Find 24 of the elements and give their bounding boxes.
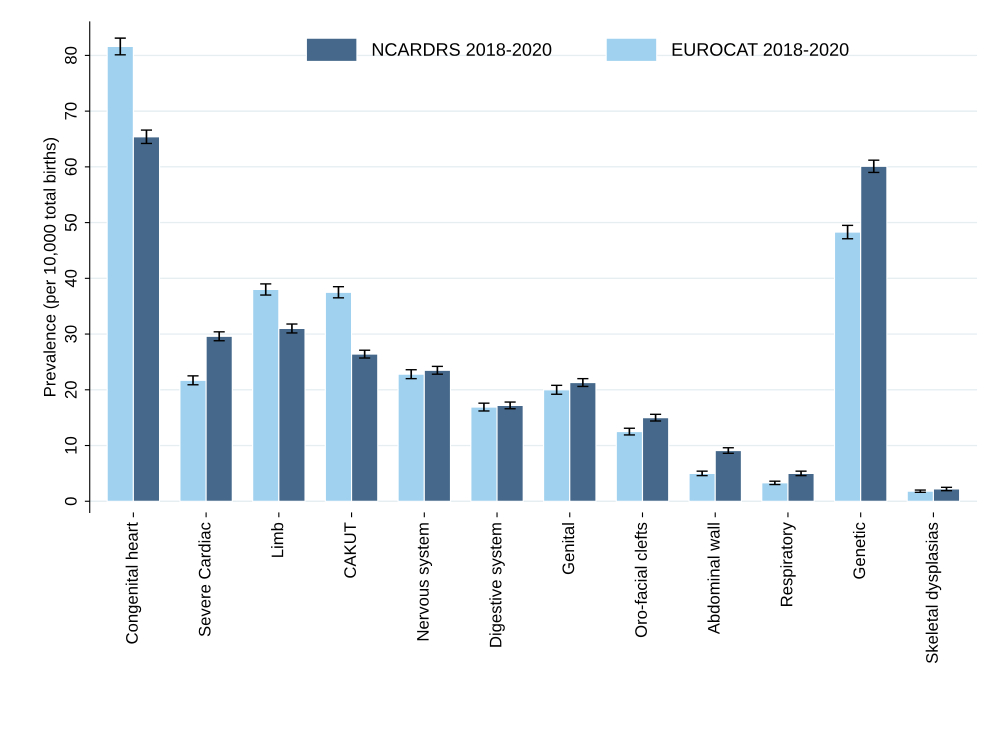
legend-label: EUROCAT 2018-2020 (672, 43, 848, 56)
x-tick-label: Genetic (852, 522, 866, 579)
x-tick-label: CAKUT (344, 522, 356, 578)
x-tick-label: Oro-facial clefts (634, 522, 647, 638)
x-tick-label: Skeletal dysplasias (926, 522, 942, 664)
y-tick-label: 50 (64, 214, 77, 232)
y-tick-label: 60 (64, 158, 77, 176)
y-tick-label: 30 (64, 325, 77, 343)
y-tick-label: 70 (64, 102, 77, 120)
y-tick-label: 20 (64, 381, 77, 398)
y-tick-label: 0 (64, 497, 77, 506)
x-tick-label: Digestive system (489, 523, 505, 647)
legend-label: NCARDRS 2018-2020 (372, 43, 552, 56)
y-tick-label: 10 (64, 436, 77, 454)
x-tick-label: Genital (562, 523, 574, 574)
y-axis-title: Prevalence (per 10,000 total births) (43, 138, 59, 396)
y-tick-label: 40 (64, 270, 77, 288)
x-tick-label: Abdominal wall (707, 523, 720, 634)
x-tick-label: Congenital heart (126, 522, 142, 644)
x-tick-label: Respiratory (780, 522, 796, 606)
x-tick-label: Severe Cardiac (198, 522, 211, 636)
x-tick-label: Nervous system (417, 523, 432, 640)
y-tick-label: 80 (64, 46, 77, 64)
x-tick-label: Limb (271, 522, 284, 557)
